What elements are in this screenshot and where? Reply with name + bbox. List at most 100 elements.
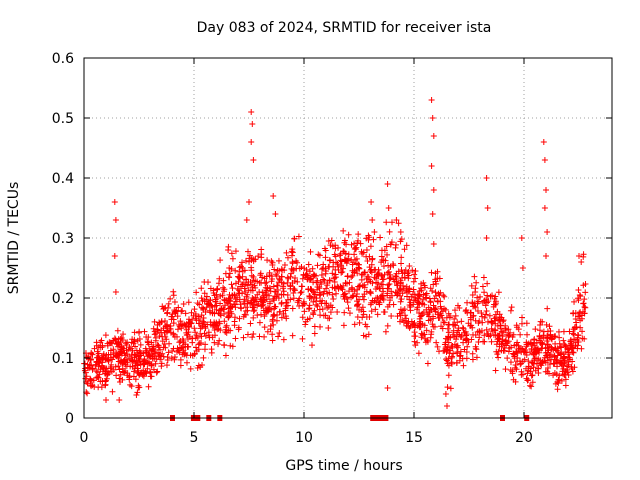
- data-point: [384, 303, 391, 310]
- data-point: [415, 350, 422, 357]
- data-point: [131, 336, 138, 343]
- data-point: [522, 349, 529, 356]
- data-point: [164, 309, 171, 316]
- data-point: [168, 355, 175, 362]
- data-point: [83, 354, 90, 361]
- data-point: [313, 295, 320, 302]
- data-point: [259, 274, 266, 281]
- data-point: [512, 364, 519, 371]
- data-point: [103, 352, 110, 359]
- data-point: [258, 303, 265, 310]
- data-point: [469, 299, 476, 306]
- data-point: [495, 354, 502, 361]
- data-point: [317, 279, 324, 286]
- data-point: [299, 335, 306, 342]
- data-point: [421, 322, 428, 329]
- chart-title: Day 083 of 2024, SRMTID for receiver ist…: [197, 20, 492, 36]
- data-point: [257, 296, 264, 303]
- data-point: [326, 289, 333, 296]
- data-point: [512, 361, 519, 368]
- data-point: [192, 312, 199, 319]
- data-point: [241, 285, 248, 292]
- data-point: [200, 318, 207, 325]
- data-point: [572, 309, 579, 316]
- data-point: [289, 249, 296, 256]
- data-point-outlier: [248, 109, 255, 115]
- data-point: [506, 345, 513, 352]
- data-point: [334, 261, 341, 268]
- data-point: [201, 319, 208, 326]
- data-point: [321, 277, 328, 284]
- data-point: [127, 381, 134, 388]
- data-point: [582, 289, 589, 296]
- data-point: [327, 242, 334, 249]
- y-tick-label: 0.3: [52, 231, 74, 247]
- data-point: [525, 376, 532, 383]
- data-point: [383, 219, 390, 226]
- data-point: [364, 279, 371, 286]
- data-point: [319, 266, 326, 273]
- data-point: [343, 241, 350, 248]
- data-point: [489, 292, 496, 299]
- data-point: [483, 326, 490, 333]
- data-point: [498, 328, 505, 335]
- data-point-outlier: [444, 403, 450, 409]
- data-point: [299, 283, 306, 290]
- data-point: [563, 369, 570, 376]
- data-point: [252, 278, 259, 285]
- data-point: [343, 260, 350, 267]
- data-point: [513, 348, 520, 355]
- data-point: [334, 309, 341, 316]
- data-point-outlier: [369, 217, 376, 223]
- data-point: [481, 314, 488, 321]
- y-tick-label: 0.4: [52, 171, 74, 187]
- data-point: [550, 360, 557, 367]
- data-point: [239, 264, 246, 271]
- data-point: [284, 279, 291, 286]
- data-point: [213, 319, 220, 326]
- data-point: [359, 250, 366, 257]
- data-point: [84, 390, 91, 397]
- data-point: [358, 276, 365, 283]
- data-point: [130, 340, 137, 347]
- data-point: [441, 305, 448, 312]
- x-tick-label: 0: [80, 430, 89, 446]
- data-point: [418, 287, 425, 294]
- data-point: [581, 296, 588, 303]
- data-point: [344, 273, 351, 280]
- data-point: [106, 369, 113, 376]
- x-tick-label: 5: [190, 430, 199, 446]
- data-point: [189, 339, 196, 346]
- data-point: [112, 336, 119, 343]
- data-point: [510, 350, 517, 357]
- data-point: [313, 301, 320, 308]
- data-point: [115, 354, 122, 361]
- data-point: [387, 241, 394, 248]
- data-point: [165, 300, 172, 307]
- data-point: [306, 276, 313, 283]
- data-point: [250, 314, 257, 321]
- data-point: [330, 296, 337, 303]
- data-point: [472, 285, 479, 292]
- data-point: [231, 322, 238, 329]
- data-point: [484, 318, 491, 325]
- data-point: [214, 326, 221, 333]
- data-point: [359, 314, 366, 321]
- data-point: [93, 358, 100, 365]
- data-point: [235, 273, 242, 280]
- data-point: [99, 368, 106, 375]
- data-point: [174, 313, 181, 320]
- data-point: [222, 324, 229, 331]
- data-point: [296, 302, 303, 309]
- data-point: [297, 289, 304, 296]
- data-point: [285, 275, 292, 282]
- data-point: [244, 331, 251, 338]
- data-point: [151, 318, 158, 325]
- data-point: [298, 289, 305, 296]
- data-point: [368, 261, 375, 268]
- data-point: [379, 281, 386, 288]
- data-point: [566, 345, 573, 352]
- data-point: [158, 360, 165, 367]
- data-point: [220, 306, 227, 313]
- data-point: [514, 354, 521, 361]
